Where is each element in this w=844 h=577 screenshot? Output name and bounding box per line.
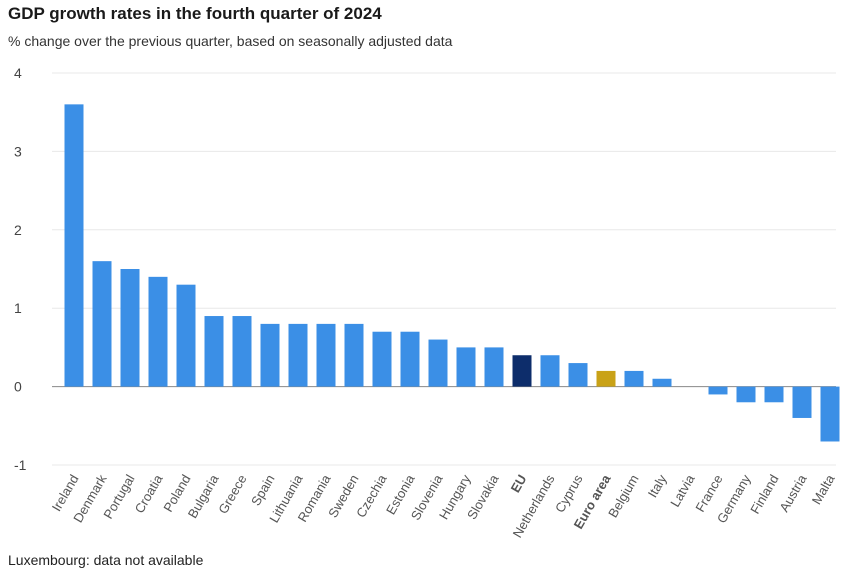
y-tick-label: 4	[14, 65, 22, 81]
y-tick-label: -1	[14, 457, 27, 473]
chart-title: GDP growth rates in the fourth quarter o…	[8, 4, 382, 23]
bar-bulgaria	[204, 316, 224, 387]
x-tick-label: Finland	[747, 472, 781, 516]
x-tick-label: Greece	[215, 472, 249, 516]
x-tick-label: Italy	[645, 472, 670, 501]
bar-croatia	[148, 276, 168, 387]
bar-cyprus	[568, 363, 588, 387]
bar-germany	[736, 386, 756, 403]
y-tick-label: 2	[14, 222, 22, 238]
bar-netherlands	[540, 355, 560, 387]
bar-euro-area	[596, 370, 616, 387]
bar-slovenia	[428, 339, 448, 387]
y-tick-label: 1	[14, 300, 22, 316]
bar-czechia	[372, 331, 392, 387]
bar-malta	[820, 386, 840, 442]
bar-chart: -1 0 1 2 3 4 IrelandDenmarkPortugalCroatiaPol…	[14, 65, 840, 540]
bar-finland	[764, 386, 784, 403]
bar-hungary	[456, 347, 476, 387]
x-tick-label: Spain	[248, 472, 278, 508]
bar-poland	[176, 284, 196, 387]
x-tick-label: EU	[508, 472, 530, 495]
grid-lines	[52, 72, 836, 466]
footnote: Luxembourg: data not available	[8, 552, 204, 568]
bar-slovakia	[484, 347, 504, 387]
bar-italy	[652, 378, 672, 387]
bar-portugal	[120, 269, 140, 387]
bar-lithuania	[288, 323, 308, 387]
y-tick-label: 0	[14, 379, 22, 395]
y-axis-ticks: -1 0 1 2 3 4	[14, 65, 27, 473]
bar-eu	[512, 355, 532, 387]
x-axis-labels: IrelandDenmarkPortugalCroatiaPolandBulga…	[49, 471, 838, 540]
bar-france	[708, 386, 728, 395]
bar-estonia	[400, 331, 420, 387]
x-tick-label: Malta	[809, 471, 838, 507]
bar-denmark	[92, 261, 112, 387]
x-tick-label: Croatia	[132, 471, 166, 515]
bar-sweden	[344, 323, 364, 387]
bar-greece	[232, 316, 252, 387]
bar-spain	[260, 323, 280, 387]
bars	[64, 104, 840, 442]
bar-austria	[792, 386, 812, 418]
x-tick-label: Austria	[776, 471, 810, 514]
chart-subtitle: % change over the previous quarter, base…	[8, 33, 453, 49]
bar-belgium	[624, 370, 644, 387]
y-tick-label: 3	[14, 143, 22, 159]
bar-romania	[316, 323, 336, 387]
bar-ireland	[64, 104, 84, 387]
